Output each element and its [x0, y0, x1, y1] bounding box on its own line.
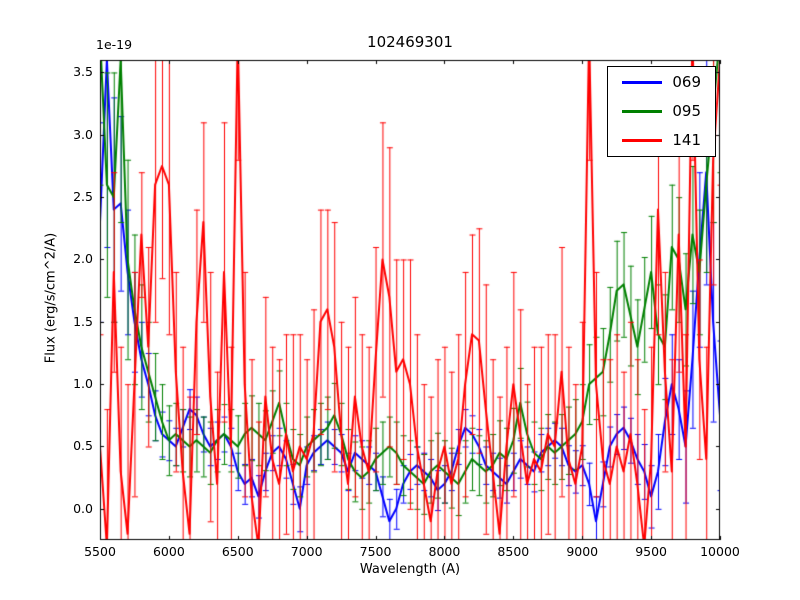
x-tick-label: 6000 [152, 544, 185, 559]
plot-title: 102469301 [367, 33, 453, 51]
x-tick-label: 8500 [497, 544, 530, 559]
y-tick-label: 3.5 [73, 64, 93, 80]
legend-swatch-095 [622, 110, 663, 113]
x-axis-label: Wavelength (A) [359, 562, 461, 577]
x-tick-label: 7500 [359, 544, 392, 559]
x-tick-label: 7000 [290, 544, 323, 559]
legend-item: 095 [622, 104, 701, 119]
x-tick-label: 10000 [700, 544, 740, 559]
legend-item: 141 [622, 133, 701, 148]
legend-item: 069 [622, 75, 701, 90]
y-tick-label: 3.0 [73, 126, 93, 142]
x-tick-label: 8000 [428, 544, 461, 559]
y-tick-label: 2.0 [73, 251, 93, 267]
legend-label: 095 [672, 102, 701, 120]
y-tick-label: 2.5 [73, 189, 93, 205]
y-axis-offset-label: 1e-19 [96, 37, 133, 52]
x-tick-label: 6500 [221, 544, 254, 559]
legend-label: 069 [672, 73, 701, 91]
legend-swatch-141 [622, 139, 663, 142]
x-tick-label: 9500 [635, 544, 668, 559]
y-tick-label: 0.0 [73, 500, 93, 516]
x-tick-label: 9000 [566, 544, 599, 559]
x-tick-label: 5500 [84, 544, 116, 559]
y-tick-label: 0.5 [73, 438, 93, 454]
legend: 069 095 141 [607, 66, 716, 157]
legend-label: 141 [672, 131, 701, 149]
y-tick-label: 1.5 [73, 313, 93, 329]
y-tick-label: 1.0 [73, 376, 93, 392]
legend-swatch-069 [622, 81, 663, 84]
